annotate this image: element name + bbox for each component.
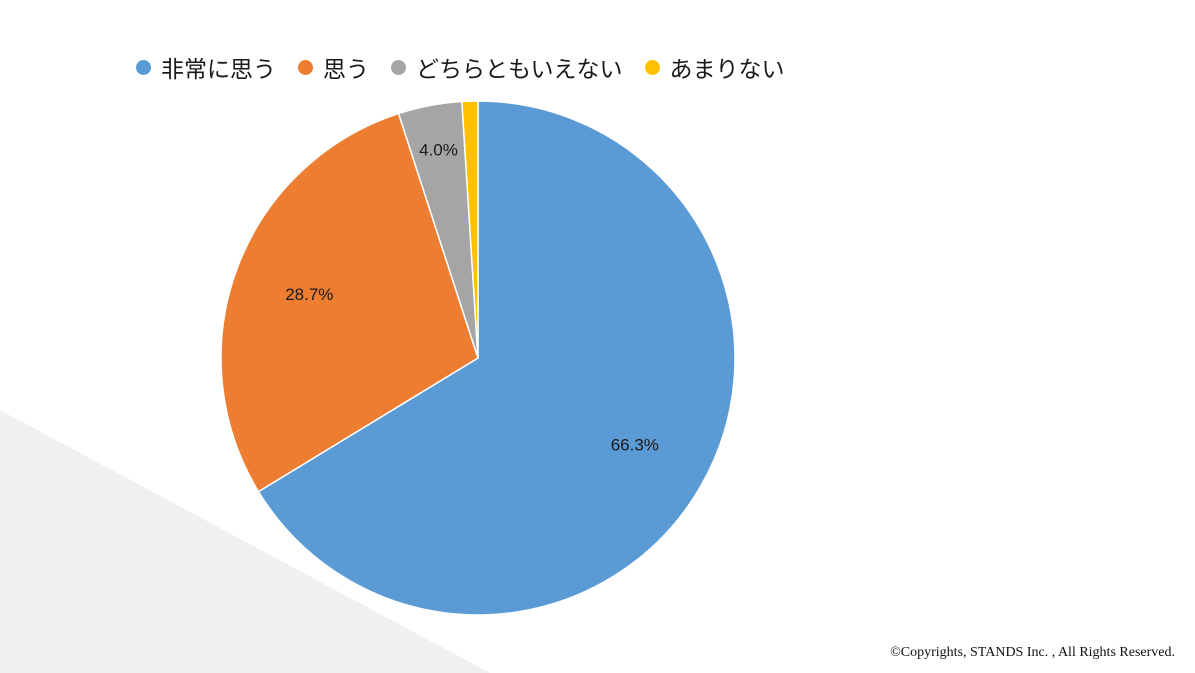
gray-corner-triangle xyxy=(0,410,490,673)
legend-item-3: あまりない xyxy=(644,50,785,84)
legend-label-2: どちらともいえない xyxy=(416,57,623,83)
pie-slice-1 xyxy=(220,112,479,493)
legend-marker-3 xyxy=(644,59,660,75)
data-label-2: 4.0% xyxy=(419,140,458,159)
legend-item-2: どちらともいえない xyxy=(391,50,623,84)
legend-label-3: あまりない xyxy=(669,57,785,83)
chart-legend: 非常に思う 思う どちらともいえない あまりない xyxy=(136,50,785,84)
legend-label-0: 非常に思う xyxy=(161,57,276,83)
legend-item-0: 非常に思う xyxy=(136,50,276,84)
legend-marker-2 xyxy=(391,59,406,75)
legend-marker-1 xyxy=(298,59,313,75)
pie-slice-3 xyxy=(461,100,479,359)
data-label-0: 66.3% xyxy=(611,436,659,455)
legend-item-1: 思う xyxy=(298,50,369,84)
copyright-footer: ©Copyrights, STANDS Inc. , All Rights Re… xyxy=(890,645,1175,660)
pie-slice-0 xyxy=(257,100,736,616)
legend-marker-0 xyxy=(136,59,151,75)
legend-label-1: 思う xyxy=(323,57,369,83)
data-label-1: 28.7% xyxy=(285,285,333,304)
